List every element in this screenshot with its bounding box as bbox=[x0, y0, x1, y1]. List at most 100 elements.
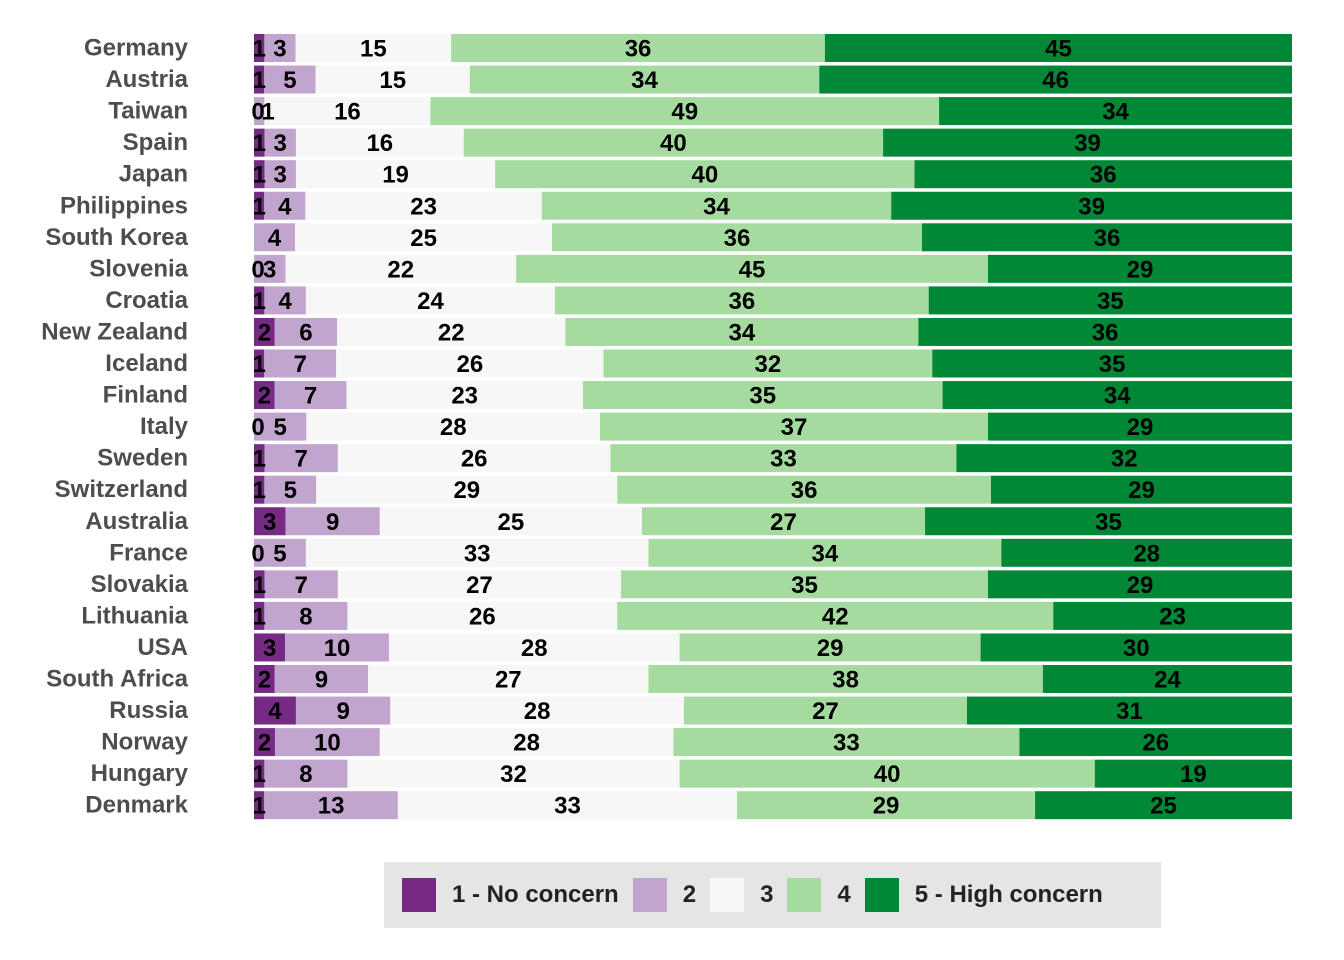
country-label-croatia: Croatia bbox=[105, 287, 188, 314]
legend-item-1: 1 - No concern bbox=[402, 878, 619, 912]
value-label-sweden-level-3: 26 bbox=[461, 446, 488, 473]
country-label-finland: Finland bbox=[103, 382, 188, 409]
value-label-slovakia-level-5: 29 bbox=[1127, 572, 1154, 599]
country-label-denmark: Denmark bbox=[85, 792, 188, 819]
value-label-finland-level-2: 7 bbox=[304, 383, 317, 410]
value-label-spain-level-4: 40 bbox=[660, 130, 687, 157]
value-label-japan-level-2: 3 bbox=[274, 162, 287, 189]
bar-slovakia-level-2 bbox=[264, 570, 338, 599]
value-label-france-level-1: 0 bbox=[251, 540, 264, 567]
value-label-sweden-level-5: 32 bbox=[1111, 446, 1138, 473]
value-label-new-zealand-level-3: 22 bbox=[438, 319, 465, 346]
bar-italy-level-4 bbox=[600, 412, 988, 441]
value-label-south-africa-level-1: 2 bbox=[258, 667, 271, 694]
value-label-lithuania-level-2: 8 bbox=[299, 603, 312, 630]
legend: 1 - No concern 2 3 4 5 - High concern bbox=[384, 862, 1161, 928]
bar-japan-level-3 bbox=[295, 160, 496, 189]
bar-denmark-level-4 bbox=[737, 791, 1036, 820]
bar-australia-level-4 bbox=[641, 507, 926, 536]
country-label-france: France bbox=[109, 539, 188, 566]
value-label-hungary-level-2: 8 bbox=[299, 761, 312, 788]
value-label-russia-level-5: 31 bbox=[1116, 698, 1143, 725]
bar-japan-level-1 bbox=[254, 160, 265, 189]
bar-denmark-level-1 bbox=[254, 791, 265, 820]
bar-lithuania-level-5 bbox=[1053, 601, 1292, 630]
value-label-lithuania-level-5: 23 bbox=[1159, 603, 1186, 630]
bar-south-korea-level-4 bbox=[552, 223, 923, 252]
bar-australia-level-5 bbox=[925, 507, 1292, 536]
legend-item-2: 2 bbox=[632, 878, 696, 912]
bar-germany-level-2 bbox=[264, 34, 296, 62]
value-label-philippines-level-3: 23 bbox=[410, 193, 437, 220]
bar-philippines-level-4 bbox=[541, 191, 892, 220]
country-label-italy: Italy bbox=[140, 413, 189, 440]
country-label-south-korea: South Korea bbox=[45, 224, 188, 251]
value-label-italy-level-2: 5 bbox=[274, 414, 287, 441]
bar-finland-level-3 bbox=[346, 381, 583, 410]
country-label-hungary: Hungary bbox=[91, 760, 189, 787]
bar-denmark-level-2 bbox=[264, 791, 398, 820]
value-label-finland-level-4: 35 bbox=[749, 383, 776, 410]
legend-label-3: 3 bbox=[760, 881, 774, 908]
bar-slovakia-level-1 bbox=[254, 570, 265, 599]
bar-japan-level-5 bbox=[914, 160, 1292, 189]
bar-italy-level-2 bbox=[254, 412, 307, 441]
legend-label-5: 5 - High concern bbox=[914, 881, 1103, 908]
value-label-france-level-2: 5 bbox=[273, 540, 286, 567]
value-label-usa-level-4: 29 bbox=[817, 635, 844, 662]
value-label-south-africa-level-3: 27 bbox=[495, 667, 522, 694]
legend-swatch-2 bbox=[632, 878, 667, 912]
value-label-south-korea-level-4: 36 bbox=[724, 225, 751, 252]
value-label-iceland-level-1: 1 bbox=[252, 351, 265, 378]
country-label-philippines: Philippines bbox=[60, 192, 188, 219]
value-label-slovenia-level-1: 0 bbox=[251, 256, 264, 283]
bar-taiwan-level-2 bbox=[254, 97, 265, 126]
value-label-taiwan-level-3: 16 bbox=[334, 99, 361, 126]
country-label-slovakia: Slovakia bbox=[91, 571, 189, 598]
country-label-switzerland: Switzerland bbox=[55, 476, 188, 503]
value-label-iceland-level-3: 26 bbox=[456, 351, 483, 378]
bar-sweden-level-2 bbox=[264, 444, 338, 473]
country-label-taiwan: Taiwan bbox=[108, 98, 188, 125]
bar-sweden-level-4 bbox=[610, 444, 957, 473]
value-label-germany-level-3: 15 bbox=[360, 36, 387, 63]
bar-slovakia-level-3 bbox=[337, 570, 621, 599]
value-label-sweden-level-2: 7 bbox=[295, 446, 308, 473]
value-label-italy-level-1: 0 bbox=[251, 414, 264, 441]
value-label-denmark-level-1: 1 bbox=[252, 793, 265, 820]
country-label-new-zealand: New Zealand bbox=[41, 318, 188, 345]
bar-france-level-3 bbox=[305, 538, 649, 567]
value-label-slovenia-level-5: 29 bbox=[1127, 256, 1154, 283]
value-label-slovenia-level-4: 45 bbox=[739, 256, 766, 283]
value-label-croatia-level-4: 36 bbox=[729, 288, 756, 315]
bar-slovenia-level-3 bbox=[285, 254, 517, 283]
country-label-usa: USA bbox=[137, 634, 188, 661]
legend-swatch-3 bbox=[710, 878, 745, 912]
value-label-taiwan-level-4: 49 bbox=[671, 99, 698, 126]
country-label-lithuania: Lithuania bbox=[81, 602, 188, 629]
bar-iceland-level-3 bbox=[336, 349, 604, 378]
bar-france-level-5 bbox=[1001, 538, 1292, 567]
value-label-iceland-level-2: 7 bbox=[294, 351, 307, 378]
value-label-finland-level-1: 2 bbox=[258, 383, 271, 410]
bar-norway-level-5 bbox=[1019, 728, 1292, 757]
bar-germany-level-5 bbox=[824, 34, 1292, 62]
value-label-usa-level-3: 28 bbox=[521, 635, 548, 662]
value-label-south-africa-level-4: 38 bbox=[832, 667, 859, 694]
value-label-slovakia-level-1: 1 bbox=[253, 572, 266, 599]
bar-norway-level-1 bbox=[254, 728, 275, 757]
bar-slovakia-level-4 bbox=[620, 570, 988, 599]
value-label-new-zealand-level-4: 34 bbox=[729, 319, 756, 346]
value-label-south-africa-level-5: 24 bbox=[1154, 667, 1181, 694]
bar-switzerland-level-4 bbox=[617, 475, 991, 504]
value-label-japan-level-3: 19 bbox=[382, 162, 409, 189]
value-label-hungary-level-1: 1 bbox=[253, 761, 266, 788]
value-label-usa-level-2: 10 bbox=[324, 635, 351, 662]
bar-usa-level-2 bbox=[285, 633, 389, 662]
bar-italy-level-3 bbox=[306, 412, 600, 441]
value-label-iceland-level-5: 35 bbox=[1099, 351, 1126, 378]
value-label-taiwan-level-5: 34 bbox=[1102, 99, 1129, 126]
bar-spain-level-4 bbox=[463, 128, 884, 157]
bar-switzerland-level-2 bbox=[264, 475, 317, 504]
